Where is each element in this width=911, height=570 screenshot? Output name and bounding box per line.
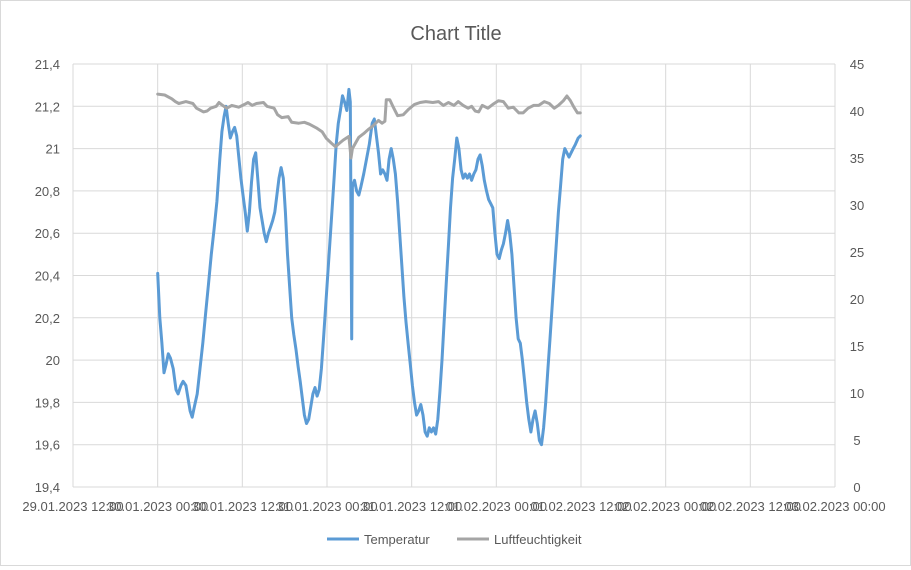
series-lines: [156, 87, 582, 447]
right-axis-ticks: 0 5 10 15 20 25 30 35 40 45: [850, 57, 864, 495]
right-tick-label: 40: [850, 104, 864, 119]
x-tick-label: 03.02.2023 00:00: [784, 499, 885, 514]
left-tick-label: 20,4: [35, 269, 60, 284]
left-tick-label: 21,2: [35, 99, 60, 114]
x-tick-label: 02.02.2023 12:00: [700, 499, 801, 514]
x-tick-label: 01.02.2023 12:00: [530, 499, 631, 514]
left-tick-label: 21,4: [35, 57, 60, 72]
x-tick-label: 30.01.2023 00:00: [107, 499, 208, 514]
right-tick-label: 5: [853, 433, 860, 448]
legend-label: Temperatur: [364, 532, 430, 547]
x-tick-label: 29.01.2023 12:00: [22, 499, 123, 514]
x-tick-label: 31.01.2023 00:00: [276, 499, 377, 514]
x-tick-label: 01.02.2023 00:00: [446, 499, 547, 514]
series-line-luftfeuchtigkeit: [156, 92, 582, 160]
gridlines: [72, 63, 836, 488]
left-tick-label: 19,4: [35, 480, 60, 495]
left-tick-label: 20,8: [35, 184, 60, 199]
left-tick-label: 20: [46, 353, 60, 368]
right-tick-label: 10: [850, 386, 864, 401]
right-tick-label: 25: [850, 245, 864, 260]
x-tick-label: 31.01.2023 12:00: [361, 499, 462, 514]
left-axis-ticks: 19,4 19,6 19,8 20 20,2 20,4 20,6 20,8 21 21,2 21,4: [35, 57, 60, 495]
right-tick-label: 30: [850, 198, 864, 213]
left-tick-label: 19,8: [35, 395, 60, 410]
chart-title: Chart Title: [410, 23, 501, 45]
right-tick-label: 20: [850, 292, 864, 307]
right-tick-label: 35: [850, 151, 864, 166]
series-line-temperatur: [156, 87, 582, 447]
left-tick-label: 19,6: [35, 438, 60, 453]
legend-label: Luftfeuchtigkeit: [494, 532, 582, 547]
left-tick-label: 20,6: [35, 226, 60, 241]
right-tick-label: 0: [853, 480, 860, 495]
right-tick-label: 45: [850, 57, 864, 72]
legend: Temperatur Luftfeuchtigkeit: [327, 532, 582, 547]
x-tick-label: 30.01.2023 12:00: [192, 499, 293, 514]
right-tick-label: 15: [850, 339, 864, 354]
left-tick-label: 20,2: [35, 311, 60, 326]
x-tick-label: 02.02.2023 00:00: [615, 499, 716, 514]
left-tick-label: 21: [46, 142, 60, 157]
